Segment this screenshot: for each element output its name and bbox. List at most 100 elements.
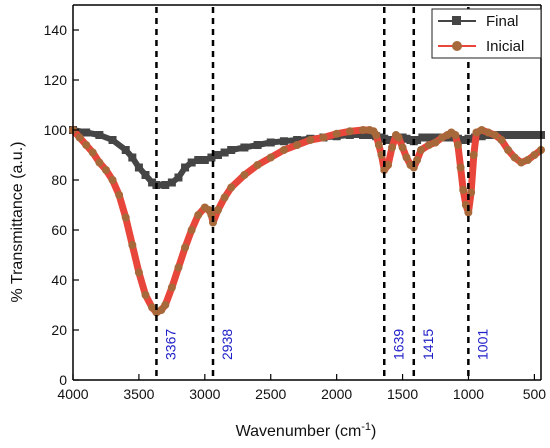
data-point-final [279,137,288,146]
data-point-inicial [469,151,478,159]
data-point-inicial [332,129,341,138]
data-point-inicial [413,156,422,164]
x-tick-label-3500: 3500 [123,386,154,402]
data-point-inicial [417,146,426,154]
legend-label-final: Final [486,13,519,30]
data-point-inicial [266,153,275,162]
annotation-labels: 3367 2938 1639 1415 1001 [162,329,490,360]
data-point-inicial [108,176,117,184]
data-point-inicial [359,126,368,134]
data-point-final [187,158,196,167]
data-point-final [253,141,262,149]
legend-label-inicial: Inicial [486,38,524,55]
data-point-inicial [490,131,499,139]
data-point-final [200,156,209,164]
annotation-lines [155,7,470,380]
data-point-inicial [209,218,218,227]
data-point-inicial [388,143,397,152]
y-tick-label-140: 140 [44,22,68,38]
legend: Final Inicial [431,8,542,59]
data-point-inicial [424,141,433,149]
data-point-final [167,178,176,187]
data-point-final [510,131,519,139]
data-point-inicial [398,143,407,152]
x-axis-title-close: ) [371,423,376,440]
y-tick-label-0: 0 [59,372,67,388]
legend-box [431,8,542,59]
ticks-layer: 4000 3500 3000 2500 2000 1500 1000 500 0 20 40 60 80… [44,22,547,402]
data-point-final [413,136,422,144]
annotation-label-1001: 1001 [474,329,490,360]
x-tick-label-1500: 1500 [387,386,418,402]
data-point-inicial [214,206,223,214]
data-point-inicial [451,131,460,139]
data-point-inicial [115,191,124,199]
y-tick-label-60: 60 [51,222,67,238]
annotation-label-1639: 1639 [390,329,406,360]
legend-marker-final [452,16,461,25]
data-point-final [108,136,117,144]
data-point-final [194,156,203,164]
y-tick-label-20: 20 [51,322,67,338]
data-point-final [148,178,157,187]
data-point-inicial [497,136,506,144]
data-point-final [174,173,183,182]
data-point-inicial [456,163,465,172]
data-point-inicial [227,183,236,192]
data-point-inicial [453,141,462,149]
data-point-inicial [240,171,249,179]
data-point-final [424,133,433,142]
series-inicial [69,126,545,317]
data-point-inicial [484,128,493,137]
data-point-final [418,133,427,142]
data-point-inicial [306,136,315,144]
data-point-inicial [88,148,97,157]
data-point-inicial [431,138,440,147]
data-point-inicial [319,133,328,142]
y-tick-label-40: 40 [51,272,67,288]
series-layer [69,126,545,317]
data-point-final [477,132,486,141]
data-point-inicial [345,127,354,136]
data-point-inicial [134,268,143,277]
axes-layer [72,4,542,381]
x-axis-title: Wavenumber (cm-1) [236,421,377,440]
data-point-inicial [504,146,513,154]
data-point-final [134,163,143,172]
x-tick-label-4000: 4000 [57,386,88,402]
y-tick-label-100: 100 [44,122,68,138]
data-point-inicial [523,156,532,164]
x-tick-label-500: 500 [523,386,547,402]
data-point-inicial [121,213,130,222]
data-point-final [517,131,526,139]
data-point-inicial [459,186,468,194]
data-point-inicial [82,141,91,149]
data-point-final [82,128,91,137]
data-point-final [464,134,473,143]
data-point-final [266,138,275,147]
data-point-inicial [384,161,393,169]
data-point-inicial [253,161,262,169]
data-point-inicial [477,126,486,134]
data-point-final [141,171,150,179]
data-point-inicial [101,166,110,174]
data-point-inicial [95,158,104,167]
data-point-final [121,146,130,154]
data-point-final [504,131,513,139]
data-point-inicial [161,301,170,309]
x-axis-title-main: Wavenumber (cm [236,423,362,440]
data-point-final [220,148,229,157]
data-point-inicial [464,208,473,217]
data-point-inicial [279,146,288,154]
data-point-final [161,181,170,189]
y-tick-label-120: 120 [44,72,68,88]
y-axis-title: % Transmittance (a.u.) [9,142,26,303]
annotation-label-1415: 1415 [420,329,436,360]
data-point-final [240,143,249,152]
data-point-final [365,131,374,139]
data-point-inicial [128,241,137,249]
data-point-final [227,146,236,154]
x-axis-title-superscript: -1 [361,421,371,433]
data-point-final [128,153,137,162]
